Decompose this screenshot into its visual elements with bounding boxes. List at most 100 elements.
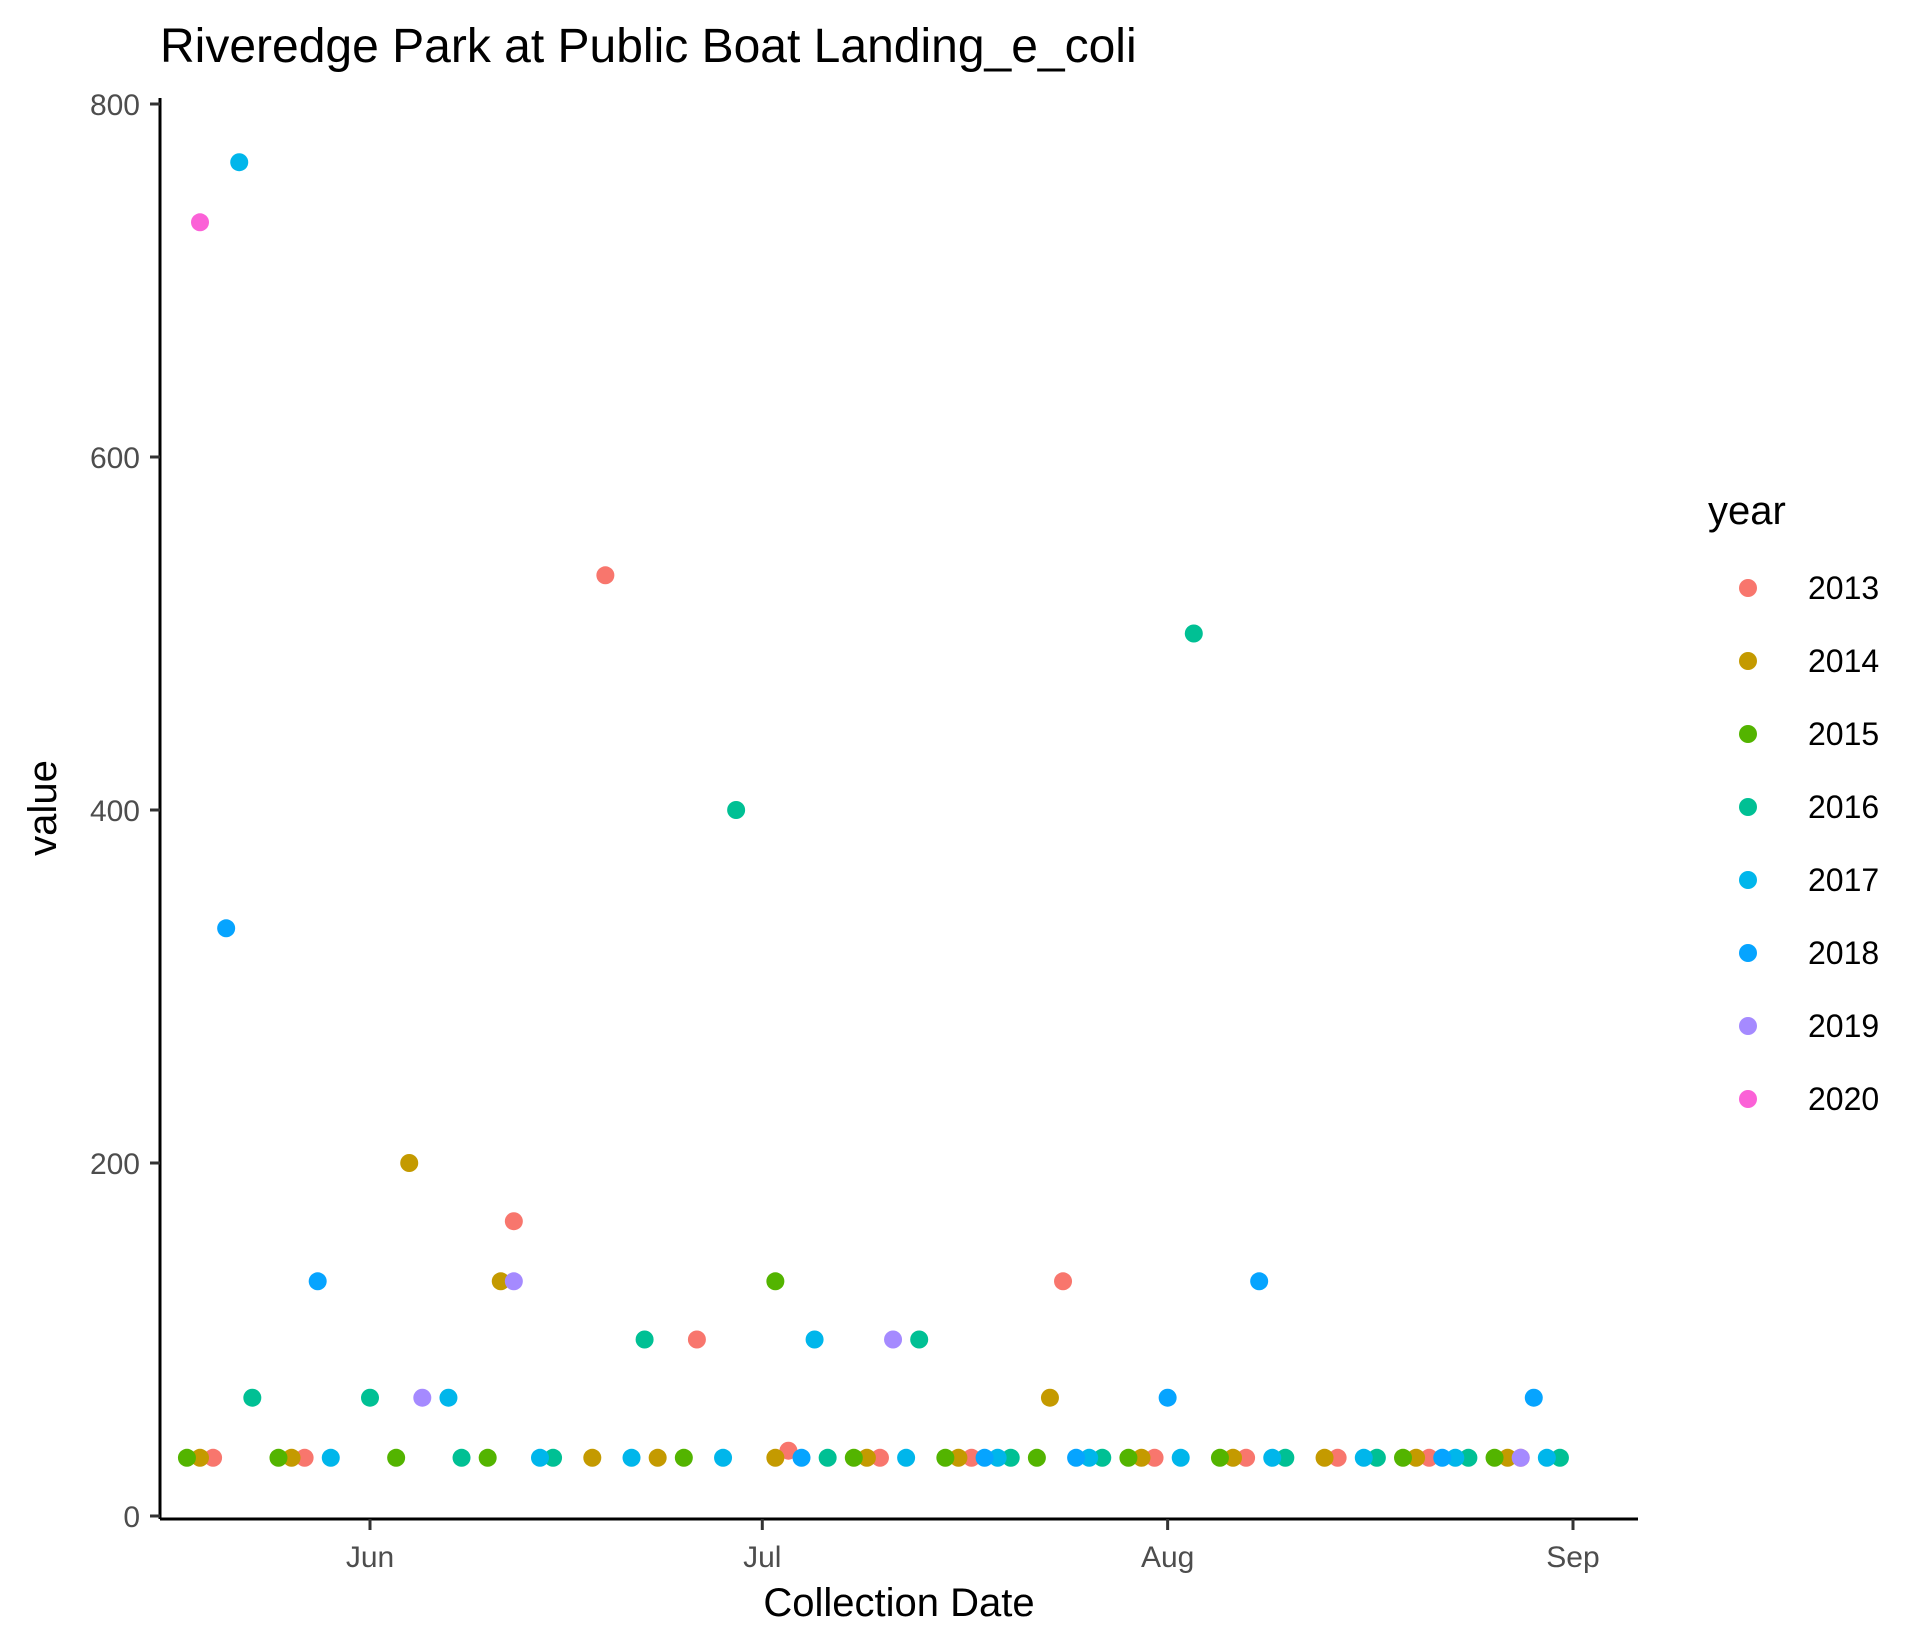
data-point: [491, 1272, 510, 1291]
data-point: [191, 213, 210, 232]
data-point: [975, 1448, 994, 1467]
x-axis: Jun Jul Aug Sep: [160, 1517, 1638, 1574]
data-point: [1459, 1448, 1478, 1467]
data-point: [308, 1272, 327, 1291]
legend-label: 2015: [1808, 716, 1879, 752]
data-point: [714, 1448, 733, 1467]
data-point: [400, 1154, 419, 1172]
x-tick-label: Jul: [743, 1541, 781, 1574]
data-point: [884, 1330, 903, 1349]
data-point: [897, 1448, 916, 1467]
legend-label: 2020: [1808, 1081, 1879, 1117]
data-point: [1354, 1448, 1373, 1467]
data-point: [1210, 1448, 1229, 1467]
legend-label: 2017: [1808, 862, 1879, 898]
legend: year 2013 2014 2015 2016 2017 2018 2019 2020: [1708, 489, 1879, 1117]
data-point: [1027, 1448, 1046, 1467]
legend-label: 2014: [1808, 643, 1879, 679]
y-tick-label: 200: [90, 1148, 140, 1181]
data-point: [1367, 1448, 1386, 1467]
legend-key: [1739, 798, 1757, 816]
data-point: [674, 1448, 693, 1467]
y-tick-label: 800: [90, 89, 140, 122]
data-point: [504, 1272, 523, 1291]
x-tick-label: Aug: [1141, 1541, 1194, 1574]
legend-key: [1739, 1017, 1757, 1035]
legend-label: 2016: [1808, 789, 1879, 825]
data-point: [1511, 1448, 1530, 1467]
data-point: [1054, 1272, 1073, 1291]
y-axis-title: value: [21, 760, 65, 856]
data-point: [1119, 1448, 1138, 1467]
legend-key: [1739, 944, 1757, 962]
data-point: [962, 1448, 981, 1467]
data-point: [1394, 1448, 1413, 1467]
data-point: [387, 1448, 406, 1467]
data-point: [1263, 1448, 1282, 1467]
data-point: [805, 1330, 824, 1349]
data-point: [818, 1448, 837, 1467]
data-point: [1067, 1448, 1086, 1467]
y-axis: 0 200 400 600 800: [90, 89, 162, 1534]
data-point: [727, 801, 746, 819]
y-tick-label: 600: [90, 442, 140, 475]
data-point: [1315, 1448, 1334, 1467]
data-point: [910, 1330, 929, 1349]
data-point: [295, 1448, 314, 1467]
data-points: [177, 153, 1569, 1467]
data-point: [648, 1448, 667, 1467]
data-point: [949, 1448, 968, 1467]
x-tick-label: Sep: [1546, 1541, 1599, 1574]
data-point: [269, 1448, 288, 1467]
data-point: [1001, 1448, 1020, 1467]
data-point: [1158, 1388, 1177, 1407]
data-point: [766, 1448, 785, 1467]
legend-title: year: [1708, 489, 1786, 533]
data-point: [1184, 624, 1203, 643]
data-point: [439, 1388, 458, 1407]
data-point: [792, 1448, 811, 1467]
data-point: [936, 1448, 955, 1467]
legend-label: 2013: [1808, 570, 1879, 606]
data-point: [217, 919, 236, 938]
y-tick-label: 400: [90, 795, 140, 828]
data-point: [243, 1388, 262, 1407]
data-point: [544, 1448, 563, 1467]
x-axis-title: Collection Date: [763, 1581, 1034, 1625]
data-point: [1040, 1388, 1059, 1407]
data-point: [282, 1448, 301, 1467]
data-point: [857, 1448, 876, 1467]
data-point: [1407, 1448, 1426, 1467]
data-point: [478, 1448, 497, 1467]
data-point: [635, 1330, 654, 1349]
data-point: [988, 1448, 1007, 1467]
data-point: [1171, 1448, 1190, 1467]
data-point: [1080, 1448, 1099, 1467]
data-point: [687, 1330, 706, 1349]
data-point: [1224, 1448, 1243, 1467]
data-point: [1093, 1448, 1112, 1467]
legend-key: [1739, 1090, 1757, 1108]
data-point: [530, 1448, 549, 1467]
data-point: [361, 1388, 379, 1407]
data-point: [452, 1448, 471, 1467]
data-point: [230, 153, 249, 172]
data-point: [504, 1212, 523, 1231]
data-point: [583, 1448, 602, 1467]
data-point: [191, 1448, 210, 1467]
data-point: [1420, 1448, 1439, 1467]
data-point: [1237, 1448, 1256, 1467]
data-point: [204, 1448, 223, 1467]
legend-key: [1739, 652, 1757, 670]
chart-title: Riveredge Park at Public Boat Landing_e_…: [160, 20, 1137, 73]
data-point: [321, 1448, 340, 1467]
data-point: [1537, 1448, 1556, 1467]
data-point: [766, 1272, 785, 1291]
data-point: [1550, 1448, 1569, 1467]
legend-key: [1739, 579, 1757, 597]
y-tick-label: 0: [123, 1501, 140, 1534]
data-point: [1433, 1448, 1452, 1467]
data-point: [1250, 1272, 1269, 1291]
legend-label: 2019: [1808, 1008, 1879, 1044]
